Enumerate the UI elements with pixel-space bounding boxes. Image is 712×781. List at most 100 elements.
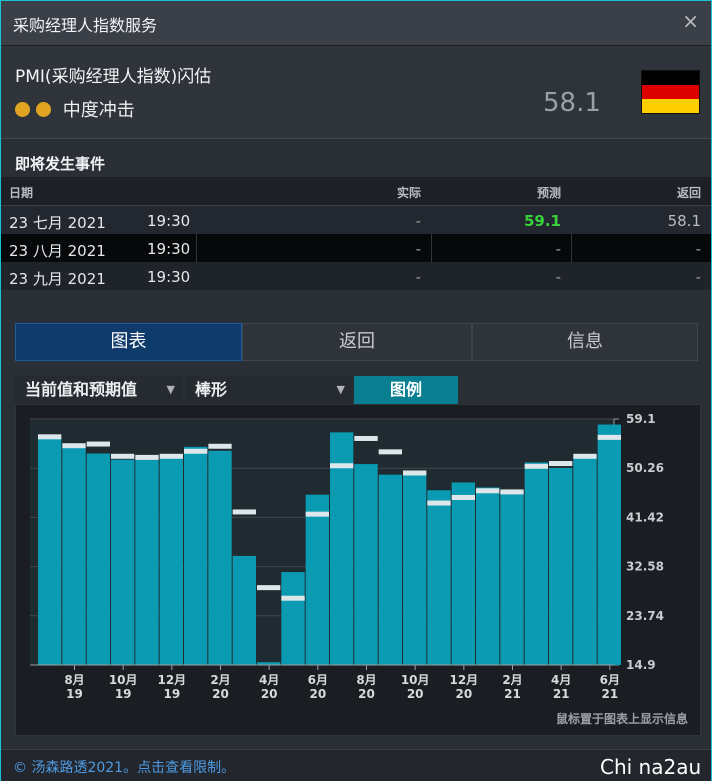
forecast-marker (524, 463, 548, 469)
bar (86, 453, 110, 665)
tab-chart[interactable]: 图表 (15, 323, 242, 361)
bar (257, 662, 281, 665)
chevron-down-icon: ▼ (336, 383, 345, 396)
bar (549, 467, 573, 665)
forecast-marker (378, 449, 402, 455)
x-tick-label: 20 (212, 687, 229, 701)
x-tick-label: 20 (261, 687, 278, 701)
germany-flag-icon (641, 70, 700, 114)
series-select[interactable]: 当前值和预期值 ▼ (15, 376, 183, 404)
x-tick-label: 19 (115, 687, 132, 701)
series-select-value: 当前值和预期值 (25, 380, 138, 399)
footer: © 汤森路透2021。点击查看限制。 (1, 749, 711, 781)
bar (403, 473, 427, 665)
events-table: 日期 实际 预测 返回 23 七月 2021 19:30 - 59.1 58.1… (1, 177, 711, 290)
table-row[interactable]: 23 九月 2021 19:30 - - - (1, 262, 711, 290)
x-tick-label: 8月 (64, 673, 84, 687)
tab-info[interactable]: 信息 (472, 323, 698, 361)
bar (38, 438, 62, 665)
event-date: 23 九月 2021 (9, 270, 106, 288)
copyright-link[interactable]: © 汤森路透2021。点击查看限制。 (13, 760, 236, 776)
x-tick-label: 4月 (259, 673, 279, 687)
indicator-name: PMI(采购经理人指数)闪估 (15, 67, 212, 87)
bar (330, 432, 354, 665)
bar (524, 462, 548, 665)
forecast-marker (111, 453, 135, 459)
bar (232, 555, 256, 665)
forecast-marker (38, 434, 62, 440)
header-actual: 实际 (396, 186, 421, 200)
bar (305, 494, 329, 665)
bar (135, 459, 159, 665)
bar (427, 490, 451, 665)
impact-dot-icon (36, 102, 51, 117)
y-tick-label: 59.1 (626, 412, 656, 426)
forecast-marker (62, 443, 86, 449)
event-time: 19:30 (147, 212, 191, 230)
x-tick-label: 21 (553, 687, 570, 701)
forecast-marker (281, 595, 305, 601)
chart-type-select[interactable]: 棒形 ▼ (185, 376, 353, 404)
close-icon[interactable]: × (682, 9, 699, 33)
x-tick-label: 2月 (502, 673, 522, 687)
event-previous: - (695, 268, 701, 286)
bar (159, 458, 183, 665)
forecast-marker (573, 453, 597, 459)
chevron-down-icon: ▼ (166, 383, 175, 396)
y-tick-label: 23.74 (626, 609, 664, 623)
y-tick-label: 32.58 (626, 560, 664, 574)
event-forecast: - (555, 240, 561, 258)
forecast-marker (427, 500, 451, 506)
event-actual: - (415, 268, 421, 286)
forecast-marker (549, 461, 573, 467)
x-tick-label: 20 (358, 687, 375, 701)
x-tick-label: 6月 (600, 673, 620, 687)
tab-history[interactable]: 返回 (242, 323, 472, 361)
chart-area[interactable]: 59.1 50.26 41.42 32.58 23.74 14.9 8月 19 10月 19 12月… (15, 404, 701, 736)
forecast-marker (257, 585, 281, 591)
x-tick-label: 2月 (210, 673, 230, 687)
chart-type-value: 棒形 (195, 380, 228, 399)
forecast-marker (159, 453, 183, 459)
bar (597, 424, 621, 665)
title-bar[interactable]: 采购经理人指数服务 × (1, 1, 711, 46)
indicator-header: PMI(采购经理人指数)闪估 中度冲击 58.1 (1, 46, 711, 139)
y-tick-label: 50.26 (626, 461, 664, 475)
x-tick-label: 20 (309, 687, 326, 701)
forecast-marker (208, 443, 232, 449)
column-divider (196, 234, 197, 262)
event-forecast: 59.1 (523, 212, 561, 230)
view-tabs: 图表 返回 信息 (15, 323, 698, 361)
event-date: 23 八月 2021 (9, 242, 106, 260)
header-date: 日期 (9, 186, 34, 200)
x-tick-label: 10月 (401, 673, 430, 687)
chart-hint: 鼠标置于图表上显示信息 (555, 712, 688, 726)
legend-button[interactable]: 图例 (354, 376, 458, 404)
flag-stripe-gold (642, 99, 699, 113)
pmi-bar-chart: 59.150.2641.4232.5823.7414.98月1910月1912月… (30, 412, 664, 701)
bar (451, 482, 475, 665)
bar (111, 459, 135, 665)
event-actual: - (415, 240, 421, 258)
bar (281, 572, 305, 665)
table-row[interactable]: 23 七月 2021 19:30 - 59.1 58.1 (1, 205, 711, 234)
flag-stripe-red (642, 85, 699, 99)
forecast-marker (403, 470, 427, 476)
event-time: 19:30 (147, 268, 191, 286)
bar (184, 446, 208, 665)
y-tick-label: 14.9 (626, 658, 656, 672)
bar (354, 464, 378, 665)
table-row[interactable]: 23 八月 2021 19:30 - - - (1, 234, 711, 262)
forecast-marker (232, 509, 256, 515)
forecast-marker (184, 448, 208, 454)
header-previous: 返回 (676, 186, 701, 200)
column-divider (431, 234, 432, 262)
x-tick-label: 19 (66, 687, 83, 701)
event-date: 23 七月 2021 (9, 214, 106, 232)
x-tick-label: 20 (407, 687, 424, 701)
forecast-marker (86, 441, 110, 447)
impact-dot-icon (15, 102, 30, 117)
event-previous: 58.1 (667, 212, 701, 230)
bar (573, 455, 597, 665)
